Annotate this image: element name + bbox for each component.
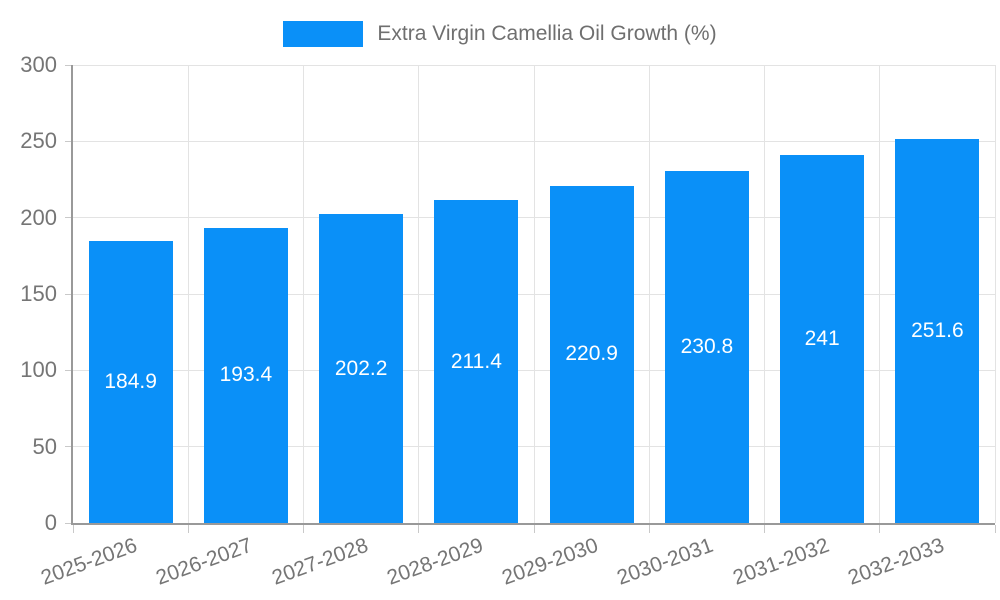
y-tick-label: 100 bbox=[20, 357, 57, 383]
gridline-vertical bbox=[994, 65, 996, 523]
bar[interactable] bbox=[434, 200, 519, 523]
x-axis-tick bbox=[764, 525, 765, 533]
y-tick-label: 200 bbox=[20, 204, 57, 230]
y-axis-tick bbox=[65, 217, 73, 219]
x-axis-tick bbox=[303, 525, 304, 533]
gridline-vertical bbox=[879, 65, 881, 523]
gridline-vertical bbox=[648, 65, 650, 523]
x-tick-label: 2029-2030 bbox=[499, 533, 602, 590]
x-axis-tick bbox=[533, 525, 535, 533]
x-tick-label: 2032-2033 bbox=[844, 533, 948, 590]
gridline-vertical bbox=[764, 65, 765, 523]
x-axis-tick bbox=[72, 525, 74, 533]
y-axis-tick bbox=[65, 522, 73, 524]
x-axis-line bbox=[71, 523, 995, 525]
y-axis-tick bbox=[65, 369, 73, 371]
bar[interactable] bbox=[895, 138, 980, 523]
bar[interactable] bbox=[780, 155, 865, 523]
y-tick-label: 150 bbox=[20, 281, 57, 306]
bar[interactable] bbox=[319, 214, 404, 523]
gridline-vertical bbox=[303, 65, 304, 523]
gridline-vertical bbox=[533, 65, 535, 523]
y-tick-label: 250 bbox=[20, 128, 57, 154]
y-axis-tick bbox=[65, 140, 73, 142]
bar[interactable] bbox=[664, 170, 749, 523]
y-axis-tick bbox=[65, 64, 73, 66]
gridline-vertical bbox=[187, 65, 189, 523]
bar[interactable] bbox=[549, 185, 634, 523]
x-axis-tick bbox=[879, 525, 881, 533]
x-tick-label: 2031-2032 bbox=[729, 533, 832, 590]
x-axis-tick bbox=[187, 525, 189, 533]
legend-item[interactable]: Extra Virgin Camellia Oil Growth (%) bbox=[0, 18, 1000, 50]
bar[interactable] bbox=[88, 240, 173, 523]
x-tick-label: 2030-2031 bbox=[614, 533, 717, 590]
x-tick-label: 2025-2026 bbox=[38, 533, 141, 590]
y-tick-label: 50 bbox=[32, 433, 57, 459]
x-axis-tick bbox=[994, 525, 996, 533]
x-axis-tick bbox=[418, 525, 420, 533]
gridline-vertical bbox=[418, 65, 420, 523]
bar[interactable] bbox=[203, 227, 288, 523]
x-tick-label: 2028-2029 bbox=[383, 533, 487, 590]
y-axis-line bbox=[71, 65, 73, 525]
legend-swatch bbox=[283, 21, 364, 47]
y-axis-tick bbox=[65, 446, 73, 448]
y-tick-label: 300 bbox=[20, 52, 57, 77]
y-tick-label: 0 bbox=[44, 510, 57, 535]
x-axis-tick bbox=[648, 525, 650, 533]
y-axis-tick bbox=[65, 293, 73, 295]
x-tick-label: 2027-2028 bbox=[268, 533, 371, 590]
legend-label: Extra Virgin Camellia Oil Growth (%) bbox=[377, 22, 717, 45]
x-tick-label: 2026-2027 bbox=[153, 533, 256, 590]
